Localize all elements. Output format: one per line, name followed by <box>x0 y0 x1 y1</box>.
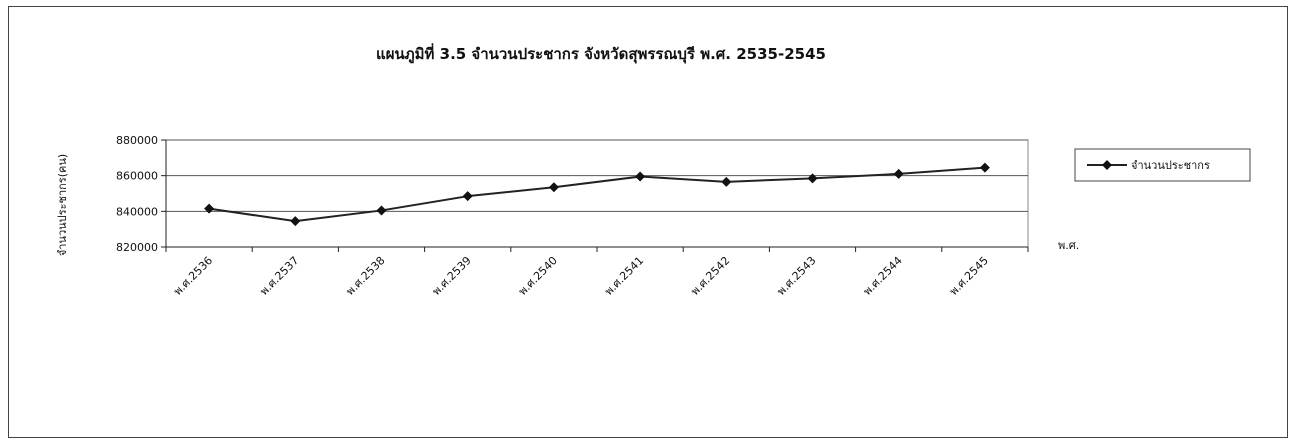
data-point <box>462 191 473 202</box>
data-point <box>548 182 559 193</box>
chart-canvas: แผนภูมิที่ 3.5 จำนวนประชากร จังหวัดสุพรร… <box>56 43 1251 298</box>
legend-marker <box>1102 160 1112 170</box>
x-tick-label: พ.ศ.2545 <box>947 254 991 298</box>
legend: จำนวนประชากร <box>1074 148 1251 182</box>
data-point <box>893 168 904 179</box>
x-tick-label: พ.ศ.2542 <box>688 254 732 298</box>
plot-area: 820000 840000 860000 880000 พ.ศ.2536 พ.ศ.2537… <box>116 134 1029 298</box>
chart-frame: แผนภูมิที่ 3.5 จำนวนประชากร จังหวัดสุพรร… <box>8 6 1288 438</box>
series-line <box>208 166 985 223</box>
y-tick-label: 840000 <box>116 205 158 218</box>
plot-frame <box>165 139 1029 248</box>
x-tick-label: พ.ศ.2539 <box>430 254 474 298</box>
data-point <box>721 176 732 187</box>
x-tick-label: พ.ศ.2541 <box>602 254 646 298</box>
data-point <box>635 171 646 182</box>
chart-title: แผนภูมิที่ 3.5 จำนวนประชากร จังหวัดสุพรร… <box>376 43 826 64</box>
x-tick-label: พ.ศ.2543 <box>775 254 819 298</box>
y-tick-label: 820000 <box>116 241 158 254</box>
y-axis-label: จำนวนประชากร(คน) <box>56 154 69 256</box>
x-tick-label: พ.ศ.2544 <box>861 254 905 298</box>
y-tick-label: 880000 <box>116 134 158 147</box>
x-tick-label: พ.ศ.2536 <box>171 254 215 298</box>
data-point <box>204 203 215 214</box>
x-tick-label: พ.ศ.2540 <box>516 254 560 298</box>
y-tick-label: 860000 <box>116 170 158 183</box>
data-point <box>290 216 301 227</box>
data-point <box>807 173 818 184</box>
legend-label: จำนวนประชากร <box>1131 159 1210 172</box>
x-tick-label: พ.ศ.2537 <box>257 254 301 298</box>
data-point <box>979 162 990 173</box>
x-tick-label: พ.ศ.2538 <box>344 254 388 298</box>
x-axis-label: พ.ศ. <box>1058 239 1079 252</box>
data-point <box>376 205 387 216</box>
